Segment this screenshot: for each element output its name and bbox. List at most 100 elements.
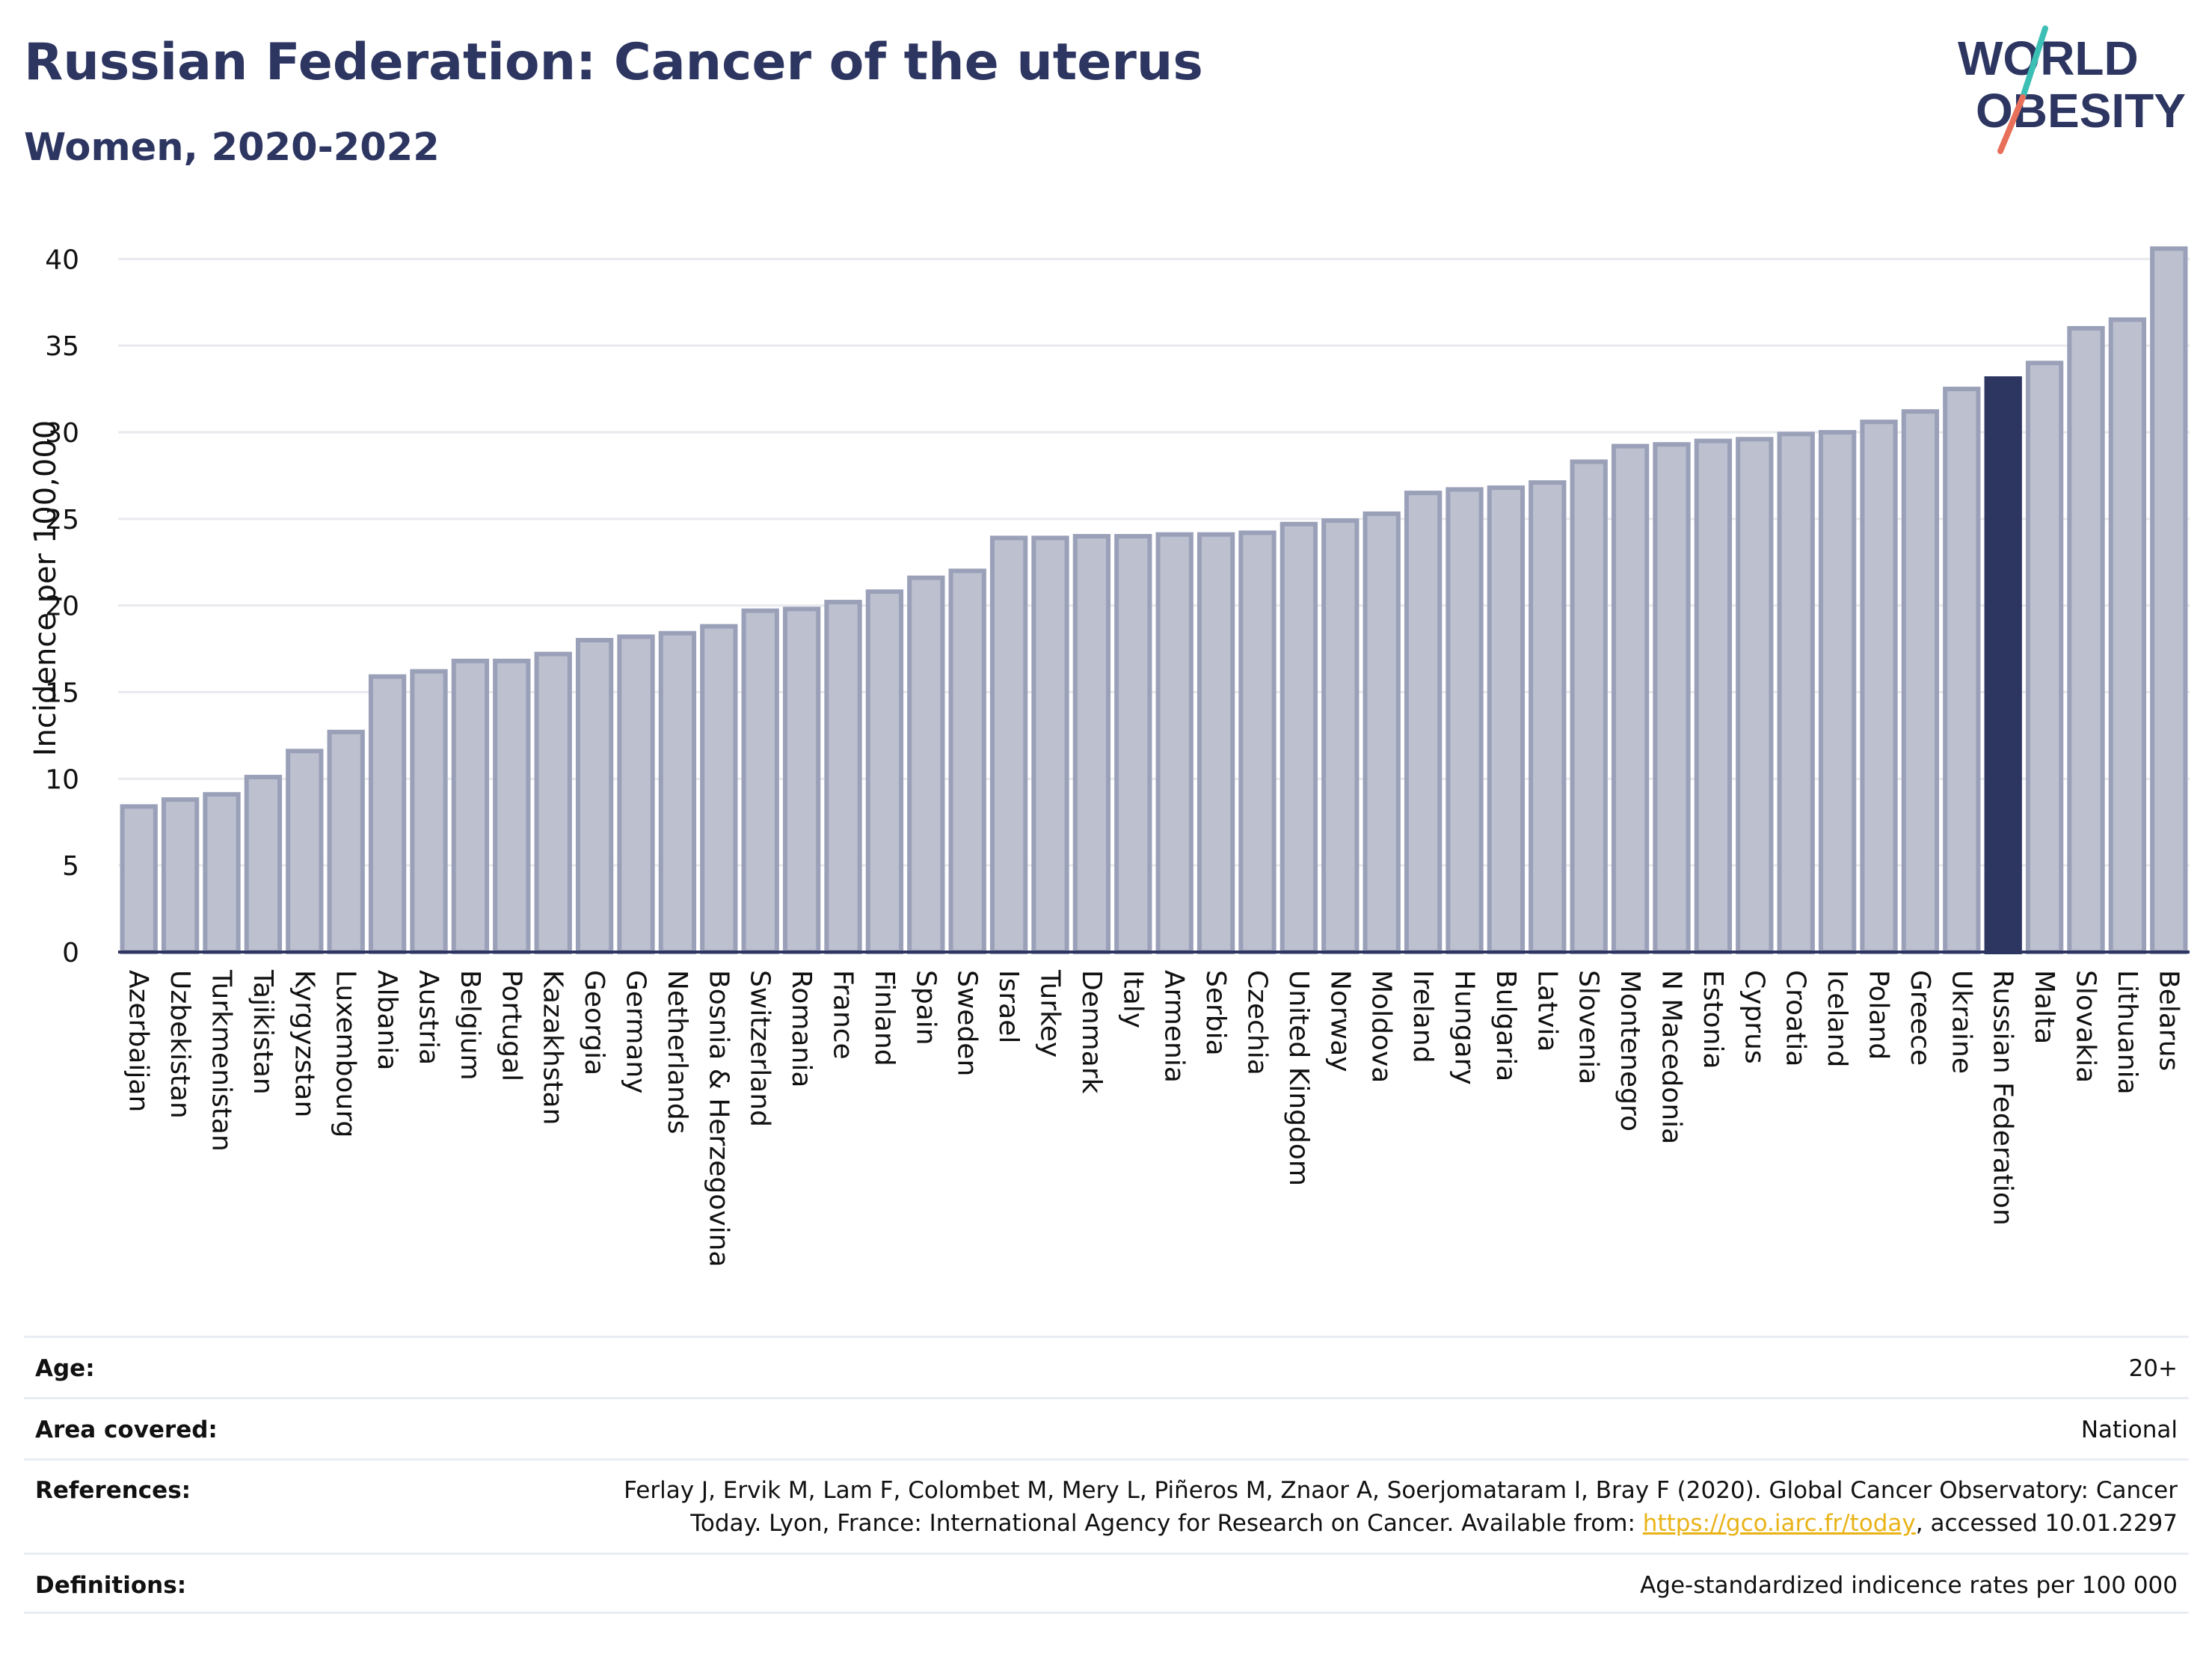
bar bbox=[161, 797, 200, 954]
x-tick-label: Moldova bbox=[1366, 970, 1397, 1083]
x-tick-label: N Macedonia bbox=[1656, 970, 1687, 1144]
y-tick-label: 0 bbox=[62, 938, 79, 968]
bar bbox=[1155, 532, 1193, 954]
x-tick-label: Austria bbox=[414, 970, 444, 1065]
x-tick-label: Greece bbox=[1905, 970, 1935, 1066]
x-tick-label: Croatia bbox=[1781, 970, 1811, 1066]
x-tick-label: Romania bbox=[786, 970, 817, 1087]
highlight-bar bbox=[1984, 376, 2022, 954]
references-row: References: Ferlay J, Ervik M, Lam F, Co… bbox=[24, 1458, 2189, 1553]
x-tick-label: Turkmenistan bbox=[206, 969, 237, 1152]
x-tick-label: Bosnia & Herzegovina bbox=[703, 970, 734, 1267]
bar bbox=[410, 669, 448, 954]
x-tick-label: Russian Federation bbox=[1988, 970, 2018, 1226]
x-tick-label: Bulgaria bbox=[1490, 970, 1521, 1081]
x-tick-label: Armenia bbox=[1159, 970, 1190, 1083]
bar bbox=[1446, 487, 1484, 954]
bar bbox=[1777, 432, 1815, 954]
x-tick-label: Germany bbox=[621, 970, 651, 1093]
bar bbox=[286, 749, 324, 954]
references-text-end: , accessed 10.01.2297 bbox=[1915, 1510, 2178, 1537]
bar bbox=[327, 729, 365, 954]
x-tick-label: Luxembourg bbox=[331, 970, 361, 1137]
bar bbox=[824, 600, 862, 954]
bar bbox=[617, 634, 655, 954]
age-value: 20+ bbox=[2128, 1355, 2178, 1382]
bar bbox=[575, 638, 614, 954]
y-axis-title: Incidence per 100,000 bbox=[28, 420, 63, 757]
x-tick-label: Kazakhstan bbox=[538, 970, 568, 1125]
bar bbox=[2025, 360, 2064, 955]
area-value: National bbox=[2080, 1416, 2178, 1443]
bar bbox=[368, 674, 407, 955]
bar bbox=[493, 658, 531, 954]
x-tick-label: Spain bbox=[910, 970, 941, 1045]
bar bbox=[1611, 443, 1650, 954]
bar bbox=[782, 607, 821, 954]
x-tick-label: Turkey bbox=[1035, 969, 1066, 1057]
bar bbox=[1487, 485, 1526, 954]
area-label: Area covered: bbox=[35, 1416, 218, 1443]
definitions-label: Definitions: bbox=[35, 1572, 187, 1599]
x-tick-label: Hungary bbox=[1449, 970, 1480, 1085]
references-link[interactable]: https://gco.iarc.fr/today bbox=[1642, 1510, 1916, 1537]
age-label: Age: bbox=[35, 1355, 95, 1382]
logo-word-world: WORLD bbox=[1958, 31, 2139, 85]
x-tick-label: Latvia bbox=[1531, 970, 1562, 1052]
references-text: Ferlay J, Ervik M, Lam F, Colombet M, Me… bbox=[622, 1474, 2178, 1540]
definitions-value: Age-standardized indicence rates per 100… bbox=[1640, 1572, 2178, 1599]
bar bbox=[948, 568, 986, 954]
x-tick-label: Albania bbox=[372, 970, 402, 1070]
x-tick-label: Belgium bbox=[455, 970, 485, 1081]
area-row: Area covered: National bbox=[24, 1397, 2189, 1458]
bar bbox=[451, 658, 490, 954]
definitions-row: Definitions: Age-standardized indicence … bbox=[24, 1553, 2189, 1614]
bar bbox=[1362, 511, 1401, 954]
bar bbox=[1943, 387, 1981, 954]
chart-title: Russian Federation: Cancer of the uterus bbox=[24, 33, 1203, 92]
bar bbox=[1818, 430, 1857, 954]
bar bbox=[2108, 317, 2147, 954]
bar bbox=[741, 608, 779, 954]
bar bbox=[244, 775, 283, 955]
y-tick-label: 30 bbox=[45, 418, 79, 449]
bar bbox=[865, 589, 904, 955]
bar bbox=[658, 630, 697, 954]
x-tick-label: Slovakia bbox=[2071, 970, 2101, 1083]
bar bbox=[1072, 534, 1111, 954]
x-tick-label: Ukraine bbox=[1946, 970, 1976, 1074]
x-tick-label: Azerbaijan bbox=[123, 970, 154, 1112]
x-tick-label: Norway bbox=[1324, 970, 1355, 1072]
bar bbox=[1321, 518, 1360, 954]
references-label: References: bbox=[35, 1477, 191, 1504]
x-tick-label: Slovenia bbox=[1573, 970, 1604, 1084]
world-obesity-logo: WORLD OBESITY bbox=[1958, 25, 2186, 154]
x-tick-label: Uzbekistan bbox=[165, 970, 195, 1119]
bar bbox=[120, 804, 158, 955]
x-tick-label: Italy bbox=[1117, 970, 1148, 1028]
x-tick-label: Israel bbox=[993, 970, 1024, 1043]
bar bbox=[2067, 326, 2105, 954]
chart-info-table: Age: 20+ Area covered: National Referenc… bbox=[24, 1336, 2189, 1614]
logo-slash-coral bbox=[1997, 94, 2026, 154]
bar bbox=[2150, 246, 2188, 954]
x-tick-label: Portugal bbox=[496, 970, 526, 1081]
x-tick-label: Montenegro bbox=[1615, 970, 1645, 1132]
bar bbox=[534, 651, 572, 954]
y-tick-label: 10 bbox=[45, 764, 79, 795]
x-tick-label: United Kingdom bbox=[1283, 970, 1314, 1186]
y-tick-label: 35 bbox=[45, 331, 79, 362]
bar-chart: 0 5 10 15 20 25 30 35 40 Incidence per 100,000 Aze… bbox=[28, 245, 2190, 1267]
bar bbox=[1694, 438, 1733, 954]
x-tick-label: Finland bbox=[869, 970, 900, 1066]
y-tick-label: 5 bbox=[62, 851, 79, 882]
y-tick-label: 40 bbox=[45, 245, 79, 275]
x-tick-label: Ireland bbox=[1407, 970, 1438, 1063]
x-tick-label: Denmark bbox=[1076, 970, 1107, 1094]
bar bbox=[1031, 535, 1069, 954]
y-tick-label: 20 bbox=[45, 592, 79, 622]
bar bbox=[1238, 530, 1276, 954]
bar bbox=[1196, 532, 1235, 954]
x-tick-label: Sweden bbox=[952, 970, 983, 1076]
y-tick-label: 15 bbox=[45, 678, 79, 709]
